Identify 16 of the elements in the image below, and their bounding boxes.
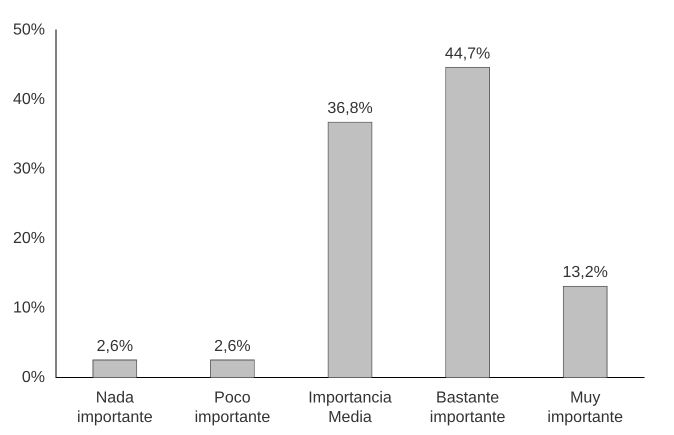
- data-label: 2,6%: [96, 338, 134, 355]
- x-tick-label: Bastante importante: [430, 390, 506, 426]
- x-tick-label: Importancia Media: [308, 390, 392, 426]
- y-tick-label: 20%: [12, 230, 46, 247]
- x-tick-label: Muy importante: [547, 390, 624, 426]
- data-label: 44,7%: [444, 45, 490, 62]
- y-tick-label: 40%: [12, 90, 46, 108]
- y-tick-label: 50%: [12, 21, 46, 38]
- y-tick-label: 10%: [12, 299, 46, 316]
- x-tick-label: Poco importante: [194, 390, 270, 426]
- y-tick-label: 0%: [22, 369, 46, 386]
- data-label: 13,2%: [562, 264, 608, 282]
- data-label: 36,8%: [327, 100, 373, 118]
- data-label: 2,6%: [214, 338, 251, 355]
- y-tick-label: 30%: [12, 160, 46, 178]
- x-tick-label: Nada importante: [77, 390, 153, 426]
